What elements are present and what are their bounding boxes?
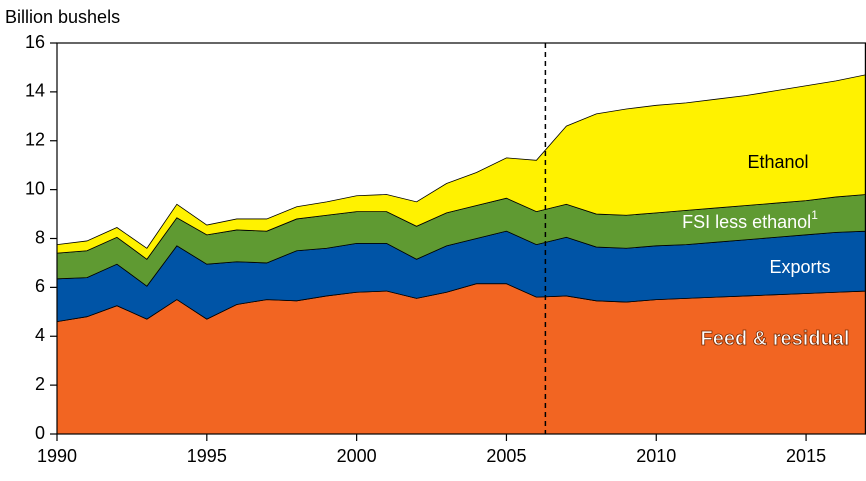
- x-tick-label: 1995: [187, 446, 227, 466]
- y-tick-label: 10: [25, 178, 45, 198]
- series-name: FSI less ethanol: [682, 212, 811, 232]
- x-tick-label: 2010: [636, 446, 676, 466]
- y-tick-label: 6: [35, 276, 45, 296]
- y-tick-label: 0: [35, 423, 45, 443]
- series-footnote: 1: [811, 208, 818, 222]
- series-name: Exports: [769, 257, 830, 277]
- x-tick-label: 2000: [337, 446, 377, 466]
- series-label: Feed & residual: [701, 328, 850, 350]
- y-tick-label: 14: [25, 81, 45, 101]
- y-tick-label: 2: [35, 374, 45, 394]
- area: [56, 283, 866, 435]
- series-name: Ethanol: [747, 152, 808, 172]
- series-label: FSI less ethanol1: [682, 208, 818, 232]
- x-tick-label: 2015: [786, 446, 826, 466]
- y-tick-label: 16: [25, 32, 45, 52]
- series-label: Exports: [769, 257, 830, 277]
- y-tick-label: 8: [35, 227, 45, 247]
- series-label: Ethanol: [747, 152, 808, 172]
- x-tick-label: 2005: [486, 446, 526, 466]
- y-tick-label: 12: [25, 130, 45, 150]
- y-tick-label: 4: [35, 325, 45, 345]
- series-name: Feed & residual: [701, 328, 850, 350]
- y-axis-label: Billion bushels: [5, 7, 120, 27]
- area: [56, 74, 866, 260]
- x-tick-label: 1990: [37, 446, 77, 466]
